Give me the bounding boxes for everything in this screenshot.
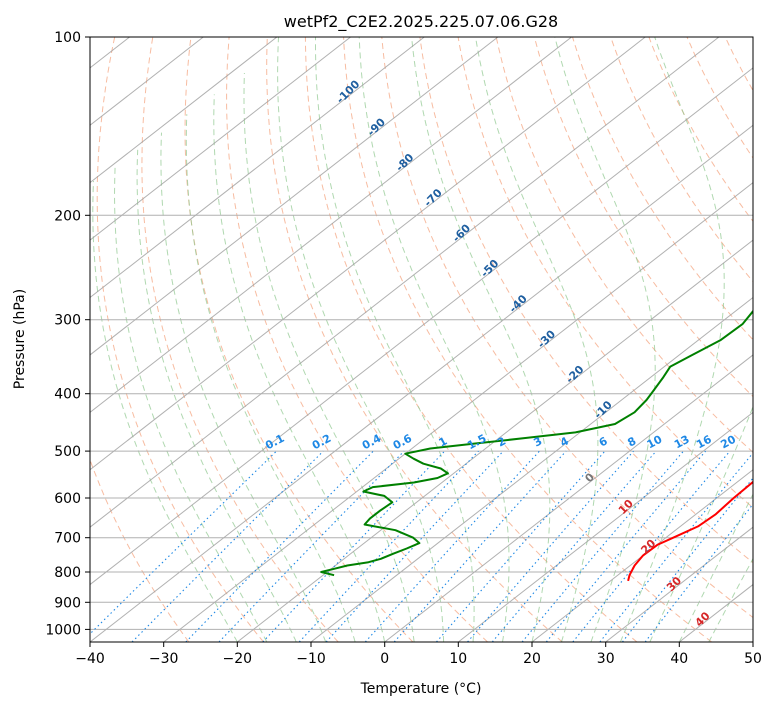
y-axis-tick-label: 900	[54, 595, 81, 611]
y-axis-tick-label: 700	[54, 531, 81, 547]
mixing-ratio-line	[491, 450, 657, 642]
isotherm-line	[90, 37, 278, 184]
dry-adiabat-line	[141, 37, 339, 642]
dry-adiabat-line	[419, 37, 753, 564]
x-axis-tick-label: −10	[296, 651, 326, 667]
mixing-ratio-line	[364, 450, 540, 642]
moist-adiabat-line	[277, 37, 445, 642]
x-axis-tick-label: −30	[149, 651, 179, 667]
y-axis-tick-label: 400	[54, 387, 81, 403]
moist-adiabat-line	[92, 180, 238, 642]
mixing-ratio-line	[599, 452, 753, 642]
dry-adiabat-line	[381, 37, 753, 619]
isotherm-line	[90, 37, 351, 241]
y-axis-tick-label: 300	[54, 313, 81, 329]
isotherm-line	[457, 411, 753, 642]
y-axis-tick-label: 800	[54, 565, 81, 581]
x-axis-tick-label: −20	[223, 651, 253, 667]
mixing-ratio-line	[185, 450, 374, 642]
moist-adiabat-line	[411, 37, 551, 642]
moist-adiabat-line	[475, 37, 599, 642]
isotherm-line	[384, 354, 753, 642]
isotherm-line	[236, 239, 753, 642]
y-axis-title: Pressure (hPa)	[12, 289, 28, 389]
mixing-ratio-line	[621, 477, 753, 642]
x-axis-title: Temperature (°C)	[360, 681, 482, 697]
x-axis-tick-label: 30	[597, 651, 615, 667]
dry-adiabat-line	[648, 37, 753, 223]
isotherm-line	[310, 296, 753, 642]
dry-adiabat-line	[304, 37, 638, 642]
mixing-ratio-label: 20	[718, 433, 738, 452]
y-axis-tick-label: 500	[54, 444, 81, 460]
mixing-ratio-line	[218, 450, 405, 642]
plot-area	[90, 37, 753, 642]
plot-frame	[89, 36, 754, 643]
moist-adiabat-line	[619, 37, 725, 642]
mixing-ratio-line	[298, 450, 479, 642]
chart-title: wetPf2_C2E2.2025.225.07.06.G28	[284, 12, 558, 32]
y-axis-tick-label: 1000	[45, 622, 81, 638]
x-axis-tick-label: 10	[449, 651, 467, 667]
moist-adiabat-line	[358, 37, 510, 642]
moist-adiabat-line	[185, 114, 356, 642]
isotherm-line	[90, 37, 425, 299]
x-axis-tick-label: 40	[670, 651, 688, 667]
isotherm-line	[605, 526, 753, 642]
dewpoint-trace	[320, 309, 753, 577]
dry-adiabat-line	[495, 37, 753, 454]
x-axis-tick-label: 20	[523, 651, 541, 667]
moist-adiabat-line	[213, 94, 386, 642]
axes: −40 −30 −20 −10 0 10 20 30 40 50 100 200 300 400 500 60…	[45, 30, 762, 667]
dry-adiabat-line	[226, 37, 488, 642]
isotherm-line	[531, 469, 753, 642]
dry-adiabat-line	[96, 37, 264, 642]
mixing-ratio-label: 13	[672, 433, 692, 452]
isotherm-line	[90, 37, 499, 356]
temperature-trace	[627, 480, 753, 582]
isotherm-line	[90, 37, 646, 471]
y-axis-tick-label: 100	[54, 30, 81, 46]
dry-adiabat-line	[266, 37, 563, 642]
mixing-ratio-line	[393, 450, 567, 642]
moist-adiabat-line	[554, 37, 656, 642]
isotherm-line	[90, 37, 720, 528]
mixing-ratio-label: 10	[645, 433, 665, 452]
moist-adiabat-line	[315, 37, 475, 642]
dry-adiabat-line	[184, 37, 414, 642]
isotherm-line	[163, 182, 753, 642]
mixing-ratio-line	[325, 450, 504, 642]
isotherm-line	[90, 124, 753, 642]
mixing-ratio-line	[262, 450, 446, 642]
y-axis-tick-label: 600	[54, 491, 81, 507]
mixing-ratio-line	[435, 450, 606, 642]
moist-adiabat-line	[113, 165, 268, 642]
isotherm-line	[90, 67, 753, 586]
x-axis-tick-label: 50	[744, 651, 762, 667]
isotherm-line	[90, 37, 572, 413]
x-axis-tick-label: 0	[380, 651, 389, 667]
dry-adiabat-line	[343, 37, 713, 642]
mixing-ratio-label: 16	[694, 433, 714, 452]
x-axis-tick-label: −40	[75, 651, 105, 667]
y-axis-tick-label: 200	[54, 208, 81, 224]
